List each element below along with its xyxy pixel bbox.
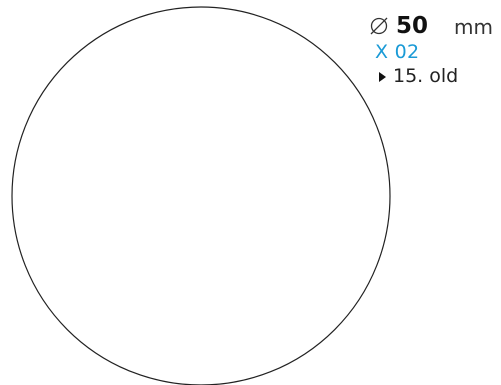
product-code: X 02 [375,41,420,63]
code-row: X 02 [369,40,501,64]
dimension-row: 50 mm [369,12,501,40]
legend-panel: 50 mm X 02 15. old [369,12,501,88]
diameter-icon [370,17,388,35]
diameter-unit: mm [454,15,493,39]
diameter-value: 50 [396,13,429,39]
triangle-right-icon [379,72,386,82]
page-reference-text[interactable]: 15. old [393,65,459,87]
outline-circle [11,6,391,385]
page-reference-row[interactable]: 15. old [369,64,501,88]
